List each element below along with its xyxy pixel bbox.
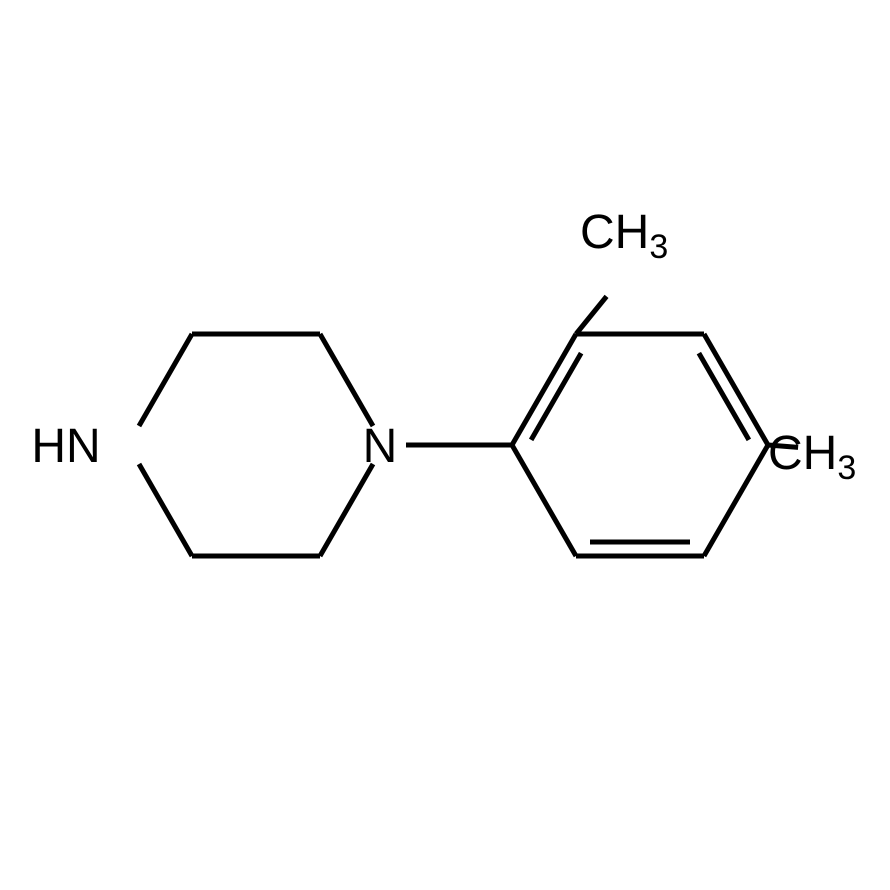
bonds-group — [139, 296, 798, 556]
atom-label-n: N — [363, 420, 398, 473]
chemical-structure-diagram: HN N CH3 CH3 — [0, 0, 890, 890]
atom-label-hn: HN — [31, 420, 100, 473]
methyl-label-right: CH3 — [768, 427, 856, 487]
methyl-label-top: CH3 — [580, 206, 668, 266]
